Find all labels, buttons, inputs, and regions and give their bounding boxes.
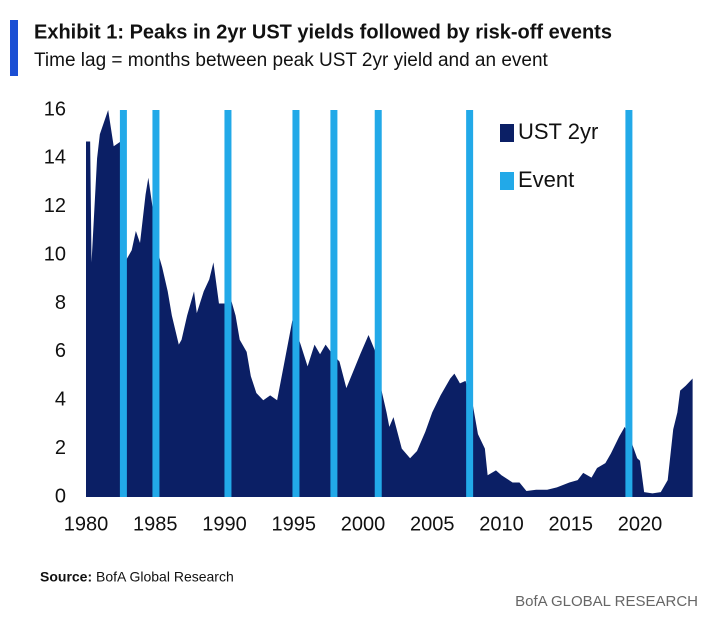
event-bar: [374, 110, 382, 497]
y-tick-label: 12: [44, 195, 66, 217]
x-tick-label: 1990: [202, 513, 247, 535]
x-tick-label: 1985: [133, 513, 178, 535]
x-tick-label: 2015: [548, 513, 593, 535]
footer: BofA GLOBAL RESEARCH: [515, 593, 698, 610]
x-tick-label: 2000: [341, 513, 386, 535]
chart-title: Exhibit 1: Peaks in 2yr UST yields follo…: [34, 21, 612, 43]
event-bar: [625, 110, 633, 497]
event-bar: [119, 110, 127, 497]
y-tick-label: 2: [55, 437, 66, 459]
y-tick-label: 10: [44, 243, 66, 265]
x-tick-label: 1980: [64, 513, 109, 535]
event-bar: [330, 110, 338, 497]
y-tick-label: 8: [55, 292, 66, 314]
y-tick-label: 6: [55, 340, 66, 362]
x-tick-label: 2020: [618, 513, 663, 535]
event-bar: [292, 110, 300, 497]
y-tick-label: 14: [44, 147, 66, 169]
x-tick-label: 2005: [410, 513, 455, 535]
chart-subtitle: Time lag = months between peak UST 2yr y…: [34, 50, 549, 71]
legend-swatch: [500, 172, 514, 190]
legend-label: Event: [518, 167, 574, 192]
y-tick-label: 16: [44, 98, 66, 120]
y-tick-label: 4: [55, 389, 66, 411]
title-accent: [10, 20, 18, 76]
x-tick-label: 2010: [479, 513, 524, 535]
x-tick-label: 1995: [271, 513, 316, 535]
area: [86, 110, 693, 497]
legend-label: UST 2yr: [518, 119, 598, 144]
y-tick-label: 0: [55, 485, 66, 507]
event-bar: [152, 110, 160, 497]
event-bar: [224, 110, 232, 497]
event-bar: [466, 110, 474, 497]
source-label: Source:: [40, 569, 92, 585]
legend-swatch: [500, 124, 514, 142]
source: BofA Global Research: [96, 569, 234, 585]
